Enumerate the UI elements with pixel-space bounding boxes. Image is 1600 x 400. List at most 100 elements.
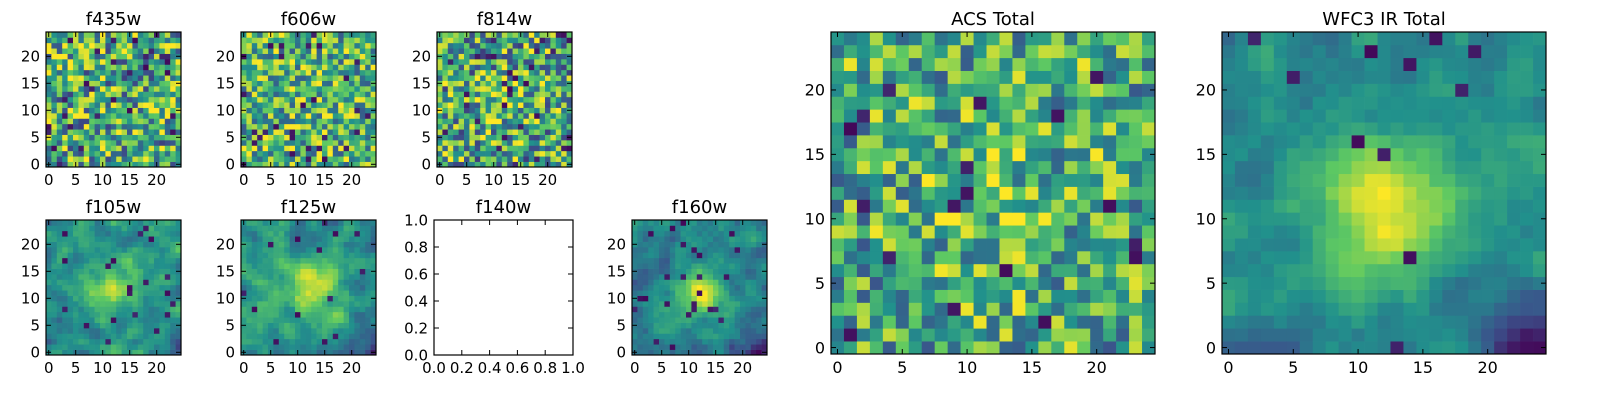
heatmap-cell — [116, 80, 122, 87]
heatmap-cell — [268, 96, 274, 103]
heatmap-cell — [750, 301, 757, 307]
heatmap-cell — [94, 274, 101, 280]
heatmap-cell — [447, 140, 454, 146]
heatmap-cell — [523, 134, 530, 141]
heatmap-cell — [442, 80, 449, 87]
heatmap-cell — [148, 59, 155, 65]
heatmap-cell — [295, 140, 301, 146]
heatmap-cell — [702, 322, 708, 329]
heatmap-cell — [523, 80, 530, 87]
heatmap-cell — [458, 107, 465, 114]
heatmap-cell — [1455, 212, 1469, 226]
heatmap-cell — [365, 102, 371, 108]
heatmap-cell — [121, 263, 128, 269]
heatmap-cell — [305, 252, 312, 259]
heatmap-cell — [761, 338, 768, 345]
heatmap-cell — [116, 333, 122, 340]
heatmap-cell — [257, 107, 263, 114]
heatmap-cell — [458, 129, 465, 135]
heatmap-cell — [566, 123, 573, 130]
heatmap-cell — [343, 129, 350, 135]
heatmap-cell — [480, 107, 486, 114]
heatmap-cell — [78, 263, 85, 269]
heatmap-cell — [305, 42, 312, 49]
heatmap-cell — [856, 276, 871, 290]
heatmap-cell — [332, 42, 339, 49]
heatmap-cell — [83, 64, 90, 71]
heatmap-cell — [518, 118, 524, 125]
heatmap-cell — [246, 42, 253, 49]
heatmap-cell — [437, 123, 443, 130]
heatmap-cell — [343, 102, 350, 108]
heatmap-cell — [284, 75, 290, 81]
heatmap-cell — [110, 102, 117, 108]
heatmap-cell — [89, 113, 95, 119]
heatmap-cell — [555, 64, 562, 71]
heatmap-cell — [268, 252, 274, 259]
heatmap-cell — [702, 284, 708, 291]
heatmap-cell — [750, 317, 757, 323]
heatmap-cell — [740, 247, 746, 253]
heatmap-cell — [659, 290, 665, 296]
heatmap-cell — [675, 241, 681, 248]
heatmap-cell — [680, 344, 687, 350]
heatmap-cell — [83, 91, 90, 98]
heatmap-cell — [856, 263, 871, 278]
heatmap-cell — [246, 344, 253, 350]
heatmap-cell — [51, 279, 58, 286]
heatmap-cell — [94, 230, 101, 237]
heatmap-cell — [1494, 238, 1508, 252]
heatmap-cell — [78, 279, 85, 286]
heatmap-cell — [338, 150, 344, 157]
heatmap-cell — [110, 225, 117, 232]
heatmap-cell — [262, 156, 269, 162]
heatmap-cell — [170, 140, 176, 146]
heatmap-cell — [359, 42, 366, 49]
heatmap-cell — [83, 161, 90, 168]
heatmap-cell — [300, 317, 307, 323]
heatmap-cell — [262, 140, 269, 146]
heatmap-cell — [669, 263, 676, 269]
heatmap-cell — [365, 53, 371, 60]
heatmap-cell — [289, 306, 296, 313]
y-tick-label: 0.8 — [404, 238, 428, 256]
heatmap-cell — [1064, 289, 1078, 303]
heatmap-cell — [1025, 263, 1039, 278]
heatmap-cell — [474, 129, 481, 135]
heatmap-cell — [691, 322, 698, 329]
heatmap-cell — [518, 140, 524, 146]
heatmap-cell — [349, 86, 355, 92]
heatmap-cell — [507, 48, 513, 54]
heatmap-cell — [1116, 135, 1130, 149]
heatmap-cell — [268, 328, 274, 334]
heatmap-cell — [170, 236, 176, 242]
heatmap-cell — [696, 220, 703, 226]
heatmap-cell — [132, 32, 139, 38]
heatmap-cell — [729, 268, 735, 275]
heatmap-cell — [278, 80, 285, 87]
heatmap-cell — [311, 113, 317, 119]
heatmap-cell — [305, 69, 312, 76]
heatmap-cell — [354, 322, 361, 329]
heatmap-cell — [305, 59, 312, 65]
y-tick-label: 0 — [225, 156, 235, 174]
heatmap-cell — [170, 301, 176, 307]
heatmap-cell — [1260, 328, 1275, 342]
heatmap-cell — [1299, 289, 1314, 303]
heatmap-cell — [1416, 289, 1430, 303]
heatmap-cell — [46, 236, 52, 242]
heatmap-cell — [1142, 263, 1156, 278]
heatmap-cell — [895, 147, 910, 162]
heatmap-cell — [67, 123, 74, 130]
heatmap-cell — [349, 102, 355, 108]
heatmap-cell — [284, 225, 290, 232]
heatmap-cell — [713, 290, 719, 296]
heatmap-cell — [278, 322, 285, 329]
heatmap-cell — [305, 311, 312, 318]
heatmap-cell — [251, 80, 258, 87]
heatmap-cell — [1077, 212, 1091, 226]
heatmap-cell — [262, 284, 269, 291]
heatmap-cell — [300, 53, 307, 60]
heatmap-cell — [137, 150, 144, 157]
